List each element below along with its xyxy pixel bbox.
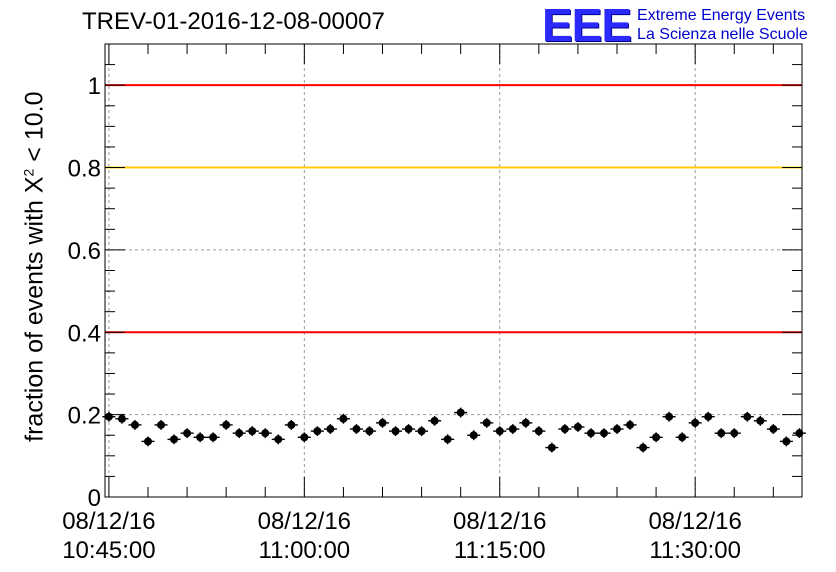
y-axis-label-sup: 2 — [20, 168, 37, 177]
logo-caption: Extreme Energy Events La Scienza nelle S… — [637, 6, 808, 44]
y-tick-label: 0.6 — [68, 238, 101, 265]
data-point — [326, 425, 335, 434]
data-point — [339, 414, 348, 423]
data-point — [782, 437, 791, 446]
data-point — [248, 427, 257, 436]
data-point — [287, 420, 296, 429]
data-point — [300, 433, 309, 442]
data-point — [443, 435, 452, 444]
data-point — [157, 420, 166, 429]
data-point — [495, 427, 504, 436]
data-point — [534, 427, 543, 436]
data-point — [756, 416, 765, 425]
data-point — [143, 437, 152, 446]
data-point — [261, 429, 270, 438]
data-point — [639, 443, 648, 452]
data-point — [183, 429, 192, 438]
data-point — [665, 412, 674, 421]
y-tick-label: 0.8 — [68, 156, 101, 183]
y-axis-label-suffix: < 10.0 — [20, 91, 49, 169]
data-point — [704, 412, 713, 421]
data-point — [117, 414, 126, 423]
data-point — [521, 418, 530, 427]
data-point — [209, 433, 218, 442]
plot-frame — [104, 43, 803, 498]
data-point — [678, 433, 687, 442]
y-tick-label: 0.4 — [68, 320, 101, 347]
data-point — [104, 412, 113, 421]
logo-line-1: Extreme Energy Events — [637, 7, 806, 24]
data-point — [626, 420, 635, 429]
data-point — [130, 420, 139, 429]
y-axis-label: fraction of events with X2 < 10.0 — [20, 57, 49, 477]
eee-logo: EEE Extreme Energy Events La Scienza nel… — [542, 2, 808, 48]
data-point — [170, 435, 179, 444]
data-point — [599, 429, 608, 438]
y-tick-label: 0 — [88, 485, 101, 512]
data-point — [274, 435, 283, 444]
y-tick-label: 1 — [88, 73, 101, 100]
x-tick-label-date: 08/12/16 — [62, 508, 155, 535]
data-point — [417, 427, 426, 436]
x-tick-label-time: 11:00:00 — [259, 537, 351, 564]
data-point — [404, 425, 413, 434]
x-tick-label-time: 10:45:00 — [62, 537, 155, 564]
x-tick-label-date: 08/12/16 — [453, 508, 546, 535]
data-point — [795, 429, 804, 438]
data-point — [743, 412, 752, 421]
data-point — [573, 422, 582, 431]
data-point — [482, 418, 491, 427]
data-point — [378, 418, 387, 427]
chart-title: TREV-01-2016-12-08-00007 — [82, 8, 385, 35]
data-point — [469, 431, 478, 440]
data-point — [508, 425, 517, 434]
data-point — [365, 427, 374, 436]
logo-line-2: La Scienza nelle Scuole — [637, 26, 808, 43]
data-point — [196, 433, 205, 442]
data-point — [352, 425, 361, 434]
data-point — [222, 420, 231, 429]
x-tick-label-date: 08/12/16 — [648, 508, 741, 535]
data-point — [769, 425, 778, 434]
data-point — [560, 425, 569, 434]
data-point — [730, 429, 739, 438]
data-point — [456, 408, 465, 417]
data-point — [717, 429, 726, 438]
data-point — [691, 418, 700, 427]
data-point — [391, 427, 400, 436]
y-tick-label: 0.2 — [68, 403, 101, 430]
x-tick-label-time: 11:15:00 — [454, 537, 546, 564]
data-point — [586, 429, 595, 438]
data-point — [547, 443, 556, 452]
y-axis-label-prefix: fraction of events with X — [20, 176, 49, 442]
x-tick-label-time: 11:30:00 — [649, 537, 741, 564]
data-point — [652, 433, 661, 442]
data-point — [613, 425, 622, 434]
data-point — [313, 427, 322, 436]
logo-mark: EEE — [542, 0, 632, 51]
data-point — [235, 429, 244, 438]
data-point — [430, 416, 439, 425]
x-tick-label-date: 08/12/16 — [258, 508, 351, 535]
